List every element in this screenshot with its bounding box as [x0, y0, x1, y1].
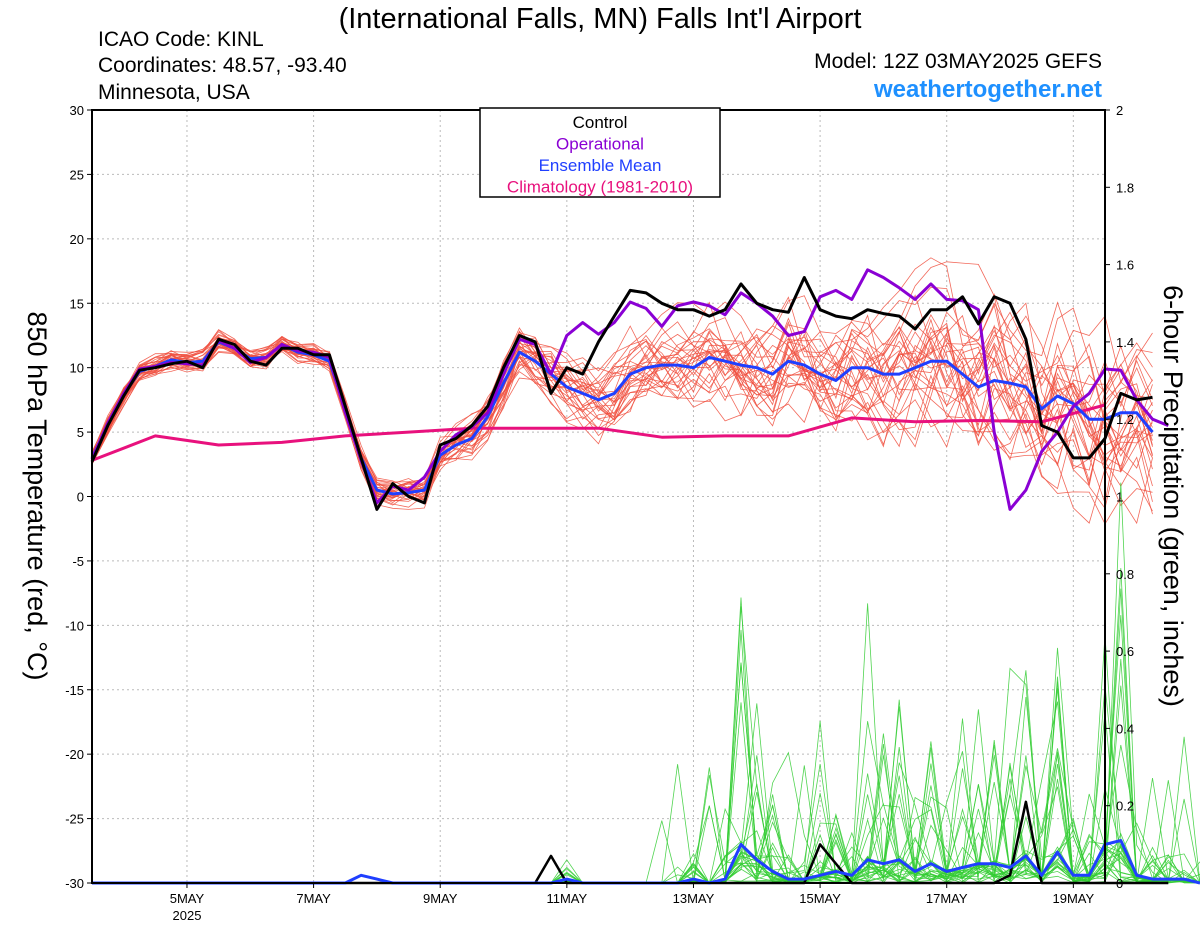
site-link[interactable]: weathertogether.net	[873, 76, 1102, 103]
y2-tick-label: 1.6	[1116, 258, 1134, 273]
y-tick-label: 10	[70, 361, 84, 376]
y-tick-label: 5	[77, 425, 84, 440]
x-tick-label: 17MAY	[926, 891, 968, 906]
legend-box	[479, 107, 721, 198]
x-tick-label: 7MAY	[296, 891, 331, 906]
member-precip-line	[92, 709, 1200, 884]
y2-tick-label: 0.6	[1116, 644, 1134, 659]
legend-entry: Control	[573, 113, 628, 132]
legend-entry: Ensemble Mean	[539, 156, 662, 175]
location: Minnesota, USA	[98, 81, 250, 104]
x-tick-label: 9MAY	[423, 891, 458, 906]
x-tick-sublabel: 2025	[173, 908, 202, 923]
x-tick-label: 11MAY	[546, 891, 587, 906]
member-temp-line	[91, 301, 1153, 492]
y2-tick-label: 1	[1116, 490, 1123, 505]
y2-tick-label: 1.8	[1116, 180, 1134, 195]
y-tick-label: -5	[72, 554, 84, 569]
series-climatology-1981-2010	[91, 403, 1106, 462]
y-tick-label: -20	[65, 747, 84, 762]
member-temp-line	[91, 293, 1153, 489]
y2-tick-label: 1.4	[1116, 335, 1134, 350]
coordinates: Coordinates: 48.57, -93.40	[98, 54, 347, 77]
member-temp-line	[91, 326, 1153, 505]
y-tick-label: 20	[70, 232, 84, 247]
chart-title: (International Falls, MN) Falls Int'l Ai…	[338, 3, 862, 35]
member-precip-line	[92, 743, 1200, 884]
member-precip-line	[92, 706, 1200, 884]
model-run: Model: 12Z 03MAY2025 GEFS	[814, 50, 1102, 73]
y-tick-label: 15	[70, 296, 84, 311]
y-tick-label: -10	[65, 618, 84, 633]
member-temp-line	[91, 286, 1153, 499]
member-temp-line	[91, 257, 1153, 499]
member-precip-line	[92, 701, 1200, 884]
y-tick-label: -15	[65, 683, 84, 698]
series-operational	[90, 268, 1169, 511]
member-temp-line	[91, 328, 1153, 496]
y-tick-label: 0	[77, 490, 84, 505]
legend-entry: Climatology (1981-2010)	[507, 178, 693, 197]
member-precip-line	[92, 482, 1200, 884]
x-tick-label: 15MAY	[799, 891, 841, 906]
icao-code: ICAO Code: KINL	[98, 28, 264, 51]
member-precip-line	[92, 741, 1200, 884]
y2-tick-label: 0.2	[1116, 799, 1134, 814]
y-tick-label: -30	[65, 876, 84, 891]
x-tick-label: 19MAY	[1053, 891, 1095, 906]
y-tick-label: 25	[70, 167, 84, 182]
y2-tick-label: 0	[1116, 876, 1123, 891]
y2-tick-label: 2	[1116, 103, 1123, 118]
member-precip-line	[92, 736, 1200, 884]
x-tick-label: 13MAY	[673, 891, 715, 906]
y2-tick-label: 0.4	[1116, 721, 1134, 736]
y-tick-label: -25	[65, 812, 84, 827]
y2-tick-label: 1.2	[1116, 412, 1134, 427]
member-temp-line	[91, 342, 1153, 497]
series-control	[90, 276, 1153, 511]
y-tick-label: 30	[70, 103, 84, 118]
member-precip-line	[92, 699, 1200, 884]
y2-tick-label: 0.8	[1116, 567, 1134, 582]
member-temp-line	[91, 317, 1153, 512]
y2-axis-title: 6-hour Precipitation (green, inches)	[1158, 285, 1188, 707]
member-precip-line	[92, 568, 1200, 884]
x-tick-label: 5MAY	[170, 891, 205, 906]
y-axis-title: 850 hPa Temperature (red, °C)	[22, 312, 52, 681]
legend-entry: Operational	[556, 135, 644, 154]
member-temp-line	[91, 314, 1153, 499]
